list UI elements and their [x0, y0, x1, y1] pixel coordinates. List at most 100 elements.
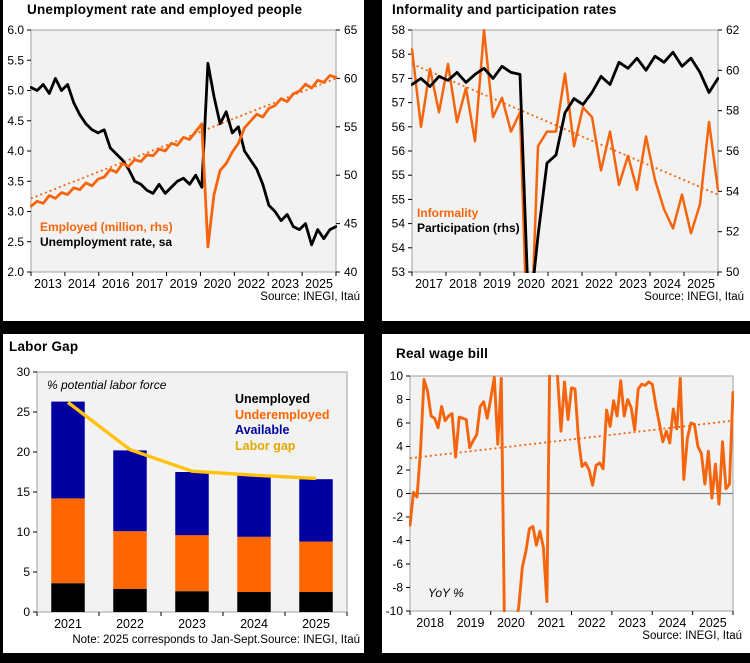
x-tick-label: 2024 — [659, 616, 687, 630]
panel-title: Labor Gap — [9, 339, 79, 354]
series-Informality — [411, 29, 719, 273]
x-tick-label: 2020 — [497, 616, 525, 630]
y-tick-label: -6 — [392, 557, 403, 571]
y-tick-label: 58 — [726, 104, 740, 118]
y-tick-label: 4.5 — [7, 114, 24, 128]
y-tick-label: 0 — [396, 487, 403, 501]
series-Real wage bill, YoY % — [409, 375, 734, 612]
labor-gap-chart: 30 25 20 15 10 5 0 2021 2022 2023 2024 2025 — [17, 365, 348, 631]
y-tick-label: 62 — [726, 23, 740, 37]
y-tick-label: -2 — [392, 510, 403, 524]
labor-gap-line — [66, 401, 317, 481]
panel-informality-participation: 58 58 57 57 56 56 55 55 54 54 53 62 60 58 56 54 52 50 2017… — [382, 0, 750, 321]
x-tick-label: 2023 — [618, 616, 646, 630]
y-tick-label: -4 — [392, 534, 403, 548]
y-tick-label: 6 — [396, 416, 403, 430]
y-tick-label: -10 — [386, 604, 404, 618]
y-tick-label: 56 — [392, 120, 406, 134]
legend-item-labor-gap: Labor gap — [235, 438, 296, 453]
y-tick-label: 40 — [344, 265, 358, 279]
axis-note: % potential labor force — [47, 378, 167, 392]
y-tick-label: 57 — [392, 96, 406, 110]
legend: Unemployed Underemployed Available Labor… — [235, 392, 329, 454]
bar-underemployed — [113, 531, 147, 589]
panel-title: Unemployment rate and employed people — [27, 2, 303, 17]
bar-unemployed — [237, 592, 271, 612]
y-tick-label: 58 — [392, 23, 406, 37]
informality-participation-chart: 58 58 57 57 56 56 55 55 54 54 53 62 60 58 56 54 52 50 2017… — [392, 23, 740, 291]
bar-unemployed — [51, 583, 85, 612]
x-tick-label: 2021 — [537, 616, 565, 630]
unemployment-employment-chart: 6.0 5.5 5.0 4.5 4.0 3.5 3.0 2.5 2.0 65 60 55 50 45 40 2… — [7, 23, 358, 291]
y-tick-label: 6.0 — [7, 23, 24, 37]
legend-item-available: Available — [235, 423, 290, 437]
y-tick-label: 5 — [23, 565, 30, 579]
source-text: Source: INEGI, Itaú — [644, 291, 744, 303]
y-tick-label: 10 — [17, 525, 31, 539]
y-tick-label: 10 — [390, 369, 404, 383]
x-tick-label: 2021 — [54, 617, 82, 631]
y-tick-label: 0 — [23, 605, 30, 619]
series-Employed (million, rhs) — [30, 74, 337, 249]
x-tick-label: 2017 — [415, 277, 443, 291]
bar-underemployed — [175, 535, 209, 592]
y-tick-label: 54 — [392, 217, 406, 231]
x-tick-label: 2020 — [203, 277, 231, 291]
informality-trend — [411, 63, 719, 196]
y-tick-label: 50 — [726, 265, 740, 279]
y-tick-label: 55 — [344, 120, 358, 134]
plot-area — [411, 29, 719, 273]
y-tick-label: 3.5 — [7, 174, 24, 188]
y-tick-label: 53 — [392, 265, 406, 279]
source-text: Source: INEGI, Itaú — [260, 291, 360, 303]
x-tick-label: 2022 — [585, 277, 613, 291]
x-tick-label: 2018 — [449, 277, 477, 291]
x-tick-label: 2022 — [116, 617, 144, 631]
bar-available — [299, 479, 333, 542]
x-tick-label: 2024 — [653, 277, 681, 291]
y-tick-label: 2.5 — [7, 235, 24, 249]
series-Participation (rhs) — [411, 50, 719, 273]
x-tick-label: 2014 — [68, 277, 96, 291]
series-label-employed: Employed (million, rhs) — [40, 220, 173, 234]
y-tick-label: 5.5 — [7, 53, 24, 67]
panel-title: Informality and participation rates — [392, 2, 617, 17]
y-tick-label: 20 — [17, 445, 31, 459]
y-tick-label: 4 — [396, 440, 403, 454]
y-tick-label: 50 — [344, 168, 358, 182]
x-tick-label: 2023 — [271, 277, 299, 291]
bar-unemployed — [299, 592, 333, 612]
y-tick-label: 2.0 — [7, 265, 24, 279]
x-tick-label: 2019 — [457, 616, 485, 630]
x-tick-label: 2023 — [619, 277, 647, 291]
series-Unemployment rate, sa — [30, 61, 337, 247]
x-tick-label: 2025 — [302, 617, 330, 631]
x-tick-label: 2020 — [517, 277, 545, 291]
y-tick-label: 60 — [726, 63, 740, 77]
axis-note: YoY % — [428, 586, 464, 600]
y-tick-label: 57 — [392, 71, 406, 85]
series-label-informality: Informality — [417, 206, 479, 220]
bar-available — [237, 475, 271, 537]
legend-item-unemployed: Unemployed — [235, 392, 311, 406]
x-tick-label: 2022 — [578, 616, 606, 630]
x-tick-label: 2013 — [34, 277, 62, 291]
panel-real-wage-bill: 10 8 6 4 2 0 -2 -4 -6 -8 -10 2018 2019 2020 2021 2022 20… — [382, 334, 750, 653]
y-tick-label: 52 — [726, 225, 740, 239]
y-tick-label: 30 — [17, 365, 31, 379]
bar-available — [175, 472, 209, 536]
y-tick-label: 54 — [392, 241, 406, 255]
bottom-border — [0, 653, 750, 663]
y-tick-label: 3.0 — [7, 205, 24, 219]
y-tick-label: 5.0 — [7, 84, 24, 98]
y-tick-label: 15 — [17, 485, 31, 499]
y-tick-label: 60 — [344, 71, 358, 85]
bar-underemployed — [237, 536, 271, 592]
bar-underemployed — [299, 541, 333, 592]
bar-underemployed — [51, 498, 85, 584]
x-tick-label: 2023 — [178, 617, 206, 631]
y-tick-label: 56 — [392, 144, 406, 158]
bar-unemployed — [175, 591, 209, 612]
y-tick-label: -8 — [392, 581, 403, 595]
x-tick-label: 2019 — [170, 277, 198, 291]
